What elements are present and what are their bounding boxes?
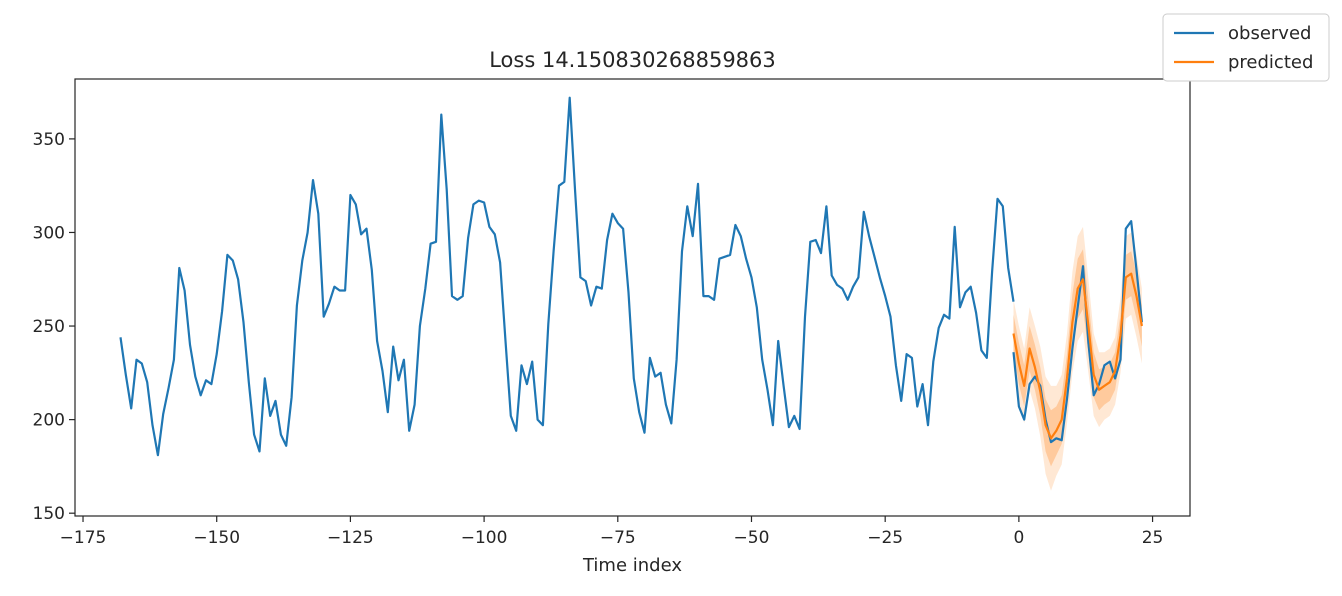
plot-frame xyxy=(74,78,1191,517)
x-tick-label: 0 xyxy=(1013,528,1024,548)
legend: observed predicted xyxy=(1162,13,1330,82)
series-lines xyxy=(119,96,1143,457)
y-tick-label: 150 xyxy=(33,504,65,524)
x-tick-label: −150 xyxy=(193,528,240,548)
y-tick-label: 250 xyxy=(33,317,65,337)
legend-label-observed: observed xyxy=(1228,23,1311,44)
legend-label-predicted: predicted xyxy=(1228,52,1313,73)
x-tick-label: −100 xyxy=(461,528,508,548)
x-tick-label: −75 xyxy=(600,528,636,548)
x-axis-label: Time index xyxy=(582,555,682,576)
prediction-band-inner xyxy=(1013,249,1142,467)
y-tick-label: 300 xyxy=(33,223,65,243)
y-tick-label: 350 xyxy=(33,130,65,150)
x-tick-label: −25 xyxy=(867,528,903,548)
predicted-line xyxy=(1012,272,1143,440)
x-tick-label: 25 xyxy=(1142,528,1164,548)
x-tick-label: −175 xyxy=(60,528,107,548)
observed-forecast-window-line xyxy=(1012,220,1143,444)
x-tick-label: −125 xyxy=(327,528,374,548)
x-axis-ticks: −175 −150 −125 −100 −75 −50 −25 0 25 xyxy=(60,516,1164,548)
chart-title: Loss 14.150830268859863 xyxy=(489,48,776,72)
y-tick-label: 200 xyxy=(33,411,65,431)
y-axis-ticks: 150 200 250 300 350 xyxy=(33,130,75,524)
x-tick-label: −50 xyxy=(734,528,770,548)
observed-history-line xyxy=(119,96,1015,457)
legend-box xyxy=(1162,13,1330,82)
